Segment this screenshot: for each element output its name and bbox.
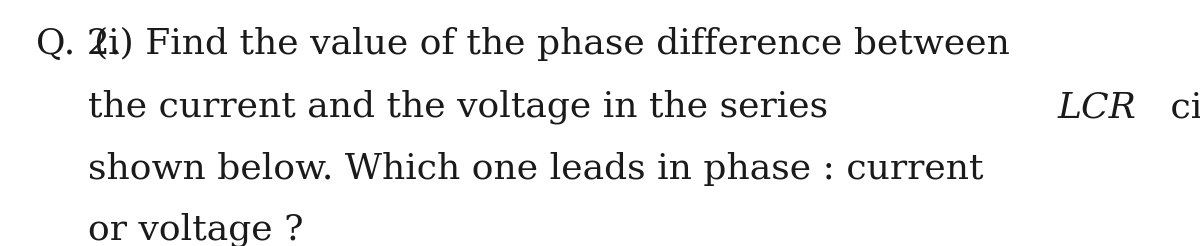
Text: (i) Find the value of the phase difference between: (i) Find the value of the phase differen…	[94, 27, 1009, 61]
Text: or voltage ?: or voltage ?	[88, 213, 304, 246]
Text: Q. 2.: Q. 2.	[36, 27, 121, 61]
Text: shown below. Which one leads in phase : current: shown below. Which one leads in phase : …	[88, 152, 983, 185]
Text: the current and the voltage in the series: the current and the voltage in the serie…	[88, 90, 839, 124]
Text: LCR: LCR	[1057, 90, 1136, 124]
Text: circuit: circuit	[1159, 90, 1200, 124]
